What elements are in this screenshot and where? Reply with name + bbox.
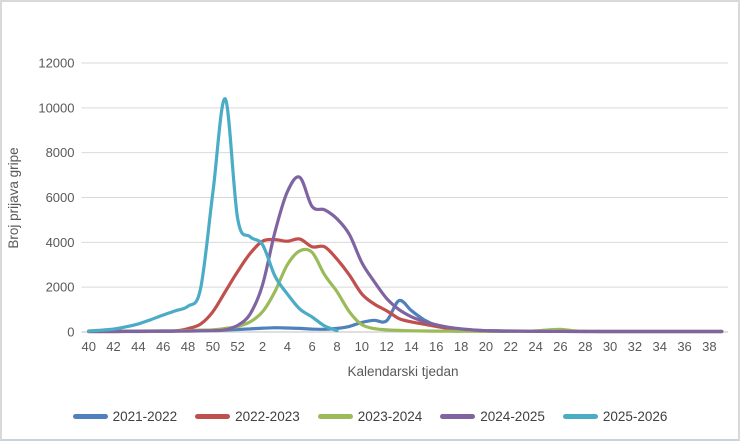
x-tick-label: 44 bbox=[131, 339, 145, 354]
y-tick-label: 4000 bbox=[46, 235, 75, 250]
x-tick-label: 20 bbox=[479, 339, 493, 354]
legend-item-2024-2025: 2024-2025 bbox=[440, 409, 545, 424]
series-line-2022-2023 bbox=[87, 237, 724, 334]
x-tick-label: 8 bbox=[333, 339, 340, 354]
x-tick-label: 30 bbox=[603, 339, 617, 354]
x-tick-label: 6 bbox=[309, 339, 316, 354]
x-tick-label: 36 bbox=[677, 339, 691, 354]
x-tick-label: 22 bbox=[504, 339, 518, 354]
legend-swatch-icon bbox=[195, 414, 231, 419]
x-tick-label: 52 bbox=[230, 339, 244, 354]
legend-label: 2023-2024 bbox=[357, 409, 423, 424]
chart-legend: 2021-2022 2022-2023 2023-2024 2024-2025 2025… bbox=[2, 409, 738, 424]
x-tick-label: 26 bbox=[553, 339, 567, 354]
legend-label: 2022-2023 bbox=[235, 409, 300, 424]
series-line-2024-2025 bbox=[87, 175, 724, 334]
x-tick-label: 4 bbox=[284, 339, 291, 354]
gridlines bbox=[81, 62, 728, 333]
y-tick-label: 8000 bbox=[46, 145, 75, 160]
x-tick-label: 48 bbox=[181, 339, 195, 354]
legend-swatch-icon bbox=[562, 414, 598, 419]
x-tick-label: 14 bbox=[404, 339, 418, 354]
y-tick-label: 12000 bbox=[38, 56, 74, 71]
x-tick-label: 32 bbox=[628, 339, 642, 354]
x-tick-label: 18 bbox=[454, 339, 468, 354]
x-tick-label: 28 bbox=[578, 339, 592, 354]
legend-swatch-icon bbox=[317, 414, 353, 419]
x-tick-label: 12 bbox=[379, 339, 393, 354]
series-line-2021-2022 bbox=[87, 298, 724, 334]
x-axis-title: Kalendarski tjedan bbox=[347, 364, 458, 379]
legend-item-2025-2026: 2025-2026 bbox=[562, 409, 668, 424]
y-axis-tick-labels: 0 2000 4000 6000 8000 10000 12000 bbox=[38, 56, 74, 340]
legend-item-2021-2022: 2021-2022 bbox=[72, 409, 178, 424]
x-tick-label: 2 bbox=[259, 339, 266, 354]
legend-label: 2021-2022 bbox=[112, 409, 178, 424]
y-axis-title: Broj prijava gripe bbox=[6, 147, 21, 248]
x-tick-label: 46 bbox=[156, 339, 170, 354]
series-lines bbox=[87, 97, 724, 334]
x-tick-label: 16 bbox=[429, 339, 443, 354]
legend-label: 2024-2025 bbox=[480, 409, 545, 424]
legend-label: 2025-2026 bbox=[602, 409, 668, 424]
x-tick-label: 38 bbox=[702, 339, 716, 354]
y-tick-label: 0 bbox=[67, 325, 74, 340]
x-tick-label: 42 bbox=[106, 339, 120, 354]
legend-item-2023-2024: 2023-2024 bbox=[317, 409, 423, 424]
x-tick-label: 40 bbox=[81, 339, 95, 354]
x-tick-label: 10 bbox=[355, 339, 369, 354]
y-tick-label: 2000 bbox=[46, 280, 75, 295]
legend-swatch-icon bbox=[440, 414, 476, 419]
series-line-2025-2026 bbox=[87, 97, 339, 333]
y-tick-label: 10000 bbox=[38, 100, 74, 115]
legend-swatch-icon bbox=[72, 414, 108, 419]
x-tick-label: 50 bbox=[206, 339, 220, 354]
x-axis-tick-labels: 40 42 44 46 48 50 52 2 4 6 8 10 12 14 16 18 20 22 24 26 28 30… bbox=[81, 339, 716, 354]
y-tick-label: 6000 bbox=[46, 190, 75, 205]
x-tick-label: 24 bbox=[528, 339, 542, 354]
x-tick-label: 34 bbox=[652, 339, 666, 354]
legend-item-2022-2023: 2022-2023 bbox=[195, 409, 300, 424]
